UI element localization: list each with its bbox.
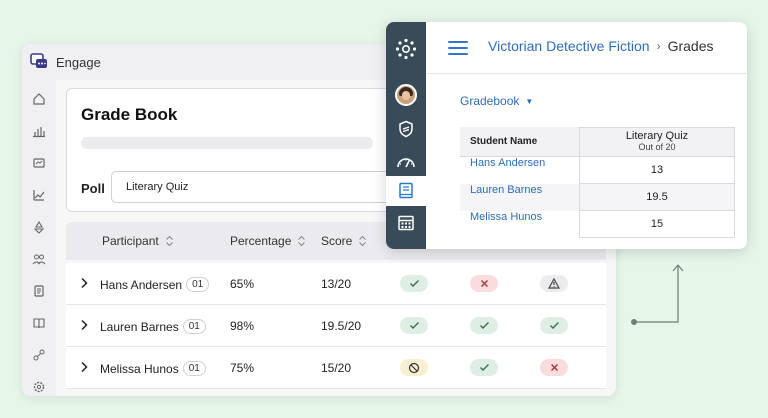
participant-name: Lauren Barnes 01	[100, 319, 206, 334]
poll-select[interactable]: Literary Quiz	[111, 171, 411, 203]
calendar-icon[interactable]	[386, 208, 426, 238]
gradebook-grid: Student Name Literary Quiz Out of 20 Han…	[460, 127, 735, 239]
canvas-header: Victorian Detective Fiction › Grades	[426, 22, 747, 74]
participant-column-header[interactable]: Participant	[102, 234, 174, 248]
dashboard-icon[interactable]	[386, 146, 426, 176]
grid-row-bg	[460, 211, 735, 238]
avatar	[395, 84, 417, 106]
student-name-header[interactable]: Student Name	[460, 127, 579, 157]
attempt-badge: 01	[182, 361, 206, 376]
score-cell: 19.5/20	[321, 319, 362, 333]
app-name: Engage	[56, 54, 101, 70]
line-chart-icon[interactable]	[31, 187, 47, 203]
chevron-right-icon[interactable]	[80, 361, 88, 373]
percentage-cell: 98%	[230, 319, 255, 333]
score-cell: 15/20	[321, 361, 352, 375]
assignment-column-header[interactable]: Literary Quiz Out of 20	[579, 127, 735, 157]
percentage-cell: 75%	[230, 361, 255, 375]
grade-book-card: Grade Book Poll Literary Quiz	[66, 88, 426, 212]
page-title: Grade Book	[81, 105, 178, 124]
attempt-badge: 01	[186, 277, 210, 292]
participant-name-text: Hans Andersen	[100, 277, 183, 292]
book-icon[interactable]	[31, 315, 47, 331]
home-icon[interactable]	[31, 91, 47, 107]
chevron-right-icon[interactable]	[80, 277, 88, 289]
percentage-cell: 65%	[230, 277, 255, 291]
placeholder-bar	[81, 137, 373, 149]
score-header-label: Score	[321, 234, 353, 248]
participant-name-text: Melissa Hunos	[100, 361, 179, 376]
gradebook-dropdown-label: Gradebook	[460, 94, 520, 108]
attempt-badge: 01	[182, 319, 206, 334]
participant-header-label: Participant	[102, 234, 159, 248]
warning-icon	[540, 275, 568, 292]
assignment-title: Literary Quiz	[625, 130, 689, 142]
grade-cell[interactable]: 15	[579, 211, 735, 238]
check-icon	[400, 317, 428, 334]
sort-icon[interactable]	[165, 235, 174, 247]
cross-icon	[470, 275, 498, 292]
check-icon	[540, 317, 568, 334]
account-avatar[interactable]	[386, 80, 426, 110]
caret-down-icon: ▼	[525, 96, 534, 106]
people-icon[interactable]	[31, 251, 47, 267]
cross-icon	[540, 359, 568, 376]
student-link[interactable]: Hans Andersen	[470, 157, 546, 169]
canvas-logo-icon[interactable]	[386, 34, 426, 64]
presentation-icon[interactable]	[31, 155, 47, 171]
chevron-right-icon[interactable]	[80, 319, 88, 331]
percentage-header-label: Percentage	[230, 234, 292, 248]
global-nav	[386, 22, 426, 249]
table-row[interactable]: Hans Andersen 01 65% 13/20	[66, 263, 606, 305]
engage-main: Grade Book Poll Literary Quiz Participan…	[56, 80, 616, 396]
participant-name: Melissa Hunos 01	[100, 361, 206, 376]
student-link[interactable]: Melissa Hunos	[470, 211, 543, 223]
grade-cell[interactable]: 13	[579, 157, 735, 184]
integrations-icon[interactable]	[31, 347, 47, 363]
table-row[interactable]: Melissa Hunos 01 75% 15/20	[66, 347, 606, 389]
breadcrumb: Victorian Detective Fiction › Grades	[488, 38, 714, 54]
check-icon	[470, 359, 498, 376]
breadcrumb-course-link[interactable]: Victorian Detective Fiction	[488, 38, 650, 54]
student-link[interactable]: Lauren Barnes	[470, 184, 543, 196]
shield-icon[interactable]	[386, 114, 426, 144]
chevron-right-icon: ›	[656, 39, 661, 53]
score-column-header[interactable]: Score	[321, 234, 367, 248]
settings-icon[interactable]	[31, 379, 47, 395]
document-icon[interactable]	[31, 283, 47, 299]
score-cell: 13/20	[321, 277, 352, 291]
participant-name: Hans Andersen 01	[100, 277, 210, 292]
participant-name-text: Lauren Barnes	[100, 319, 179, 334]
sort-icon[interactable]	[358, 235, 367, 247]
engage-logo-icon	[28, 51, 50, 73]
grid-row-bg	[460, 184, 735, 211]
no-entry-icon	[400, 359, 428, 376]
sort-icon[interactable]	[297, 235, 306, 247]
table-row[interactable]: Lauren Barnes 01 98% 19.5/20	[66, 305, 606, 347]
engage-sidebar	[22, 80, 56, 396]
breadcrumb-current-page: Grades	[667, 38, 714, 54]
hamburger-menu-icon[interactable]	[448, 41, 468, 55]
recycle-icon[interactable]	[31, 219, 47, 235]
grade-cell[interactable]: 19.5	[579, 184, 735, 211]
sync-arrow-icon	[631, 264, 684, 325]
poll-label: Poll	[81, 181, 105, 196]
courses-icon[interactable]	[386, 176, 426, 206]
grid-row-bg	[460, 157, 735, 184]
gradebook-dropdown[interactable]: Gradebook ▼	[460, 94, 533, 108]
canvas-window: Victorian Detective Fiction › Grades Gra…	[386, 22, 747, 249]
percentage-column-header[interactable]: Percentage	[230, 234, 306, 248]
assignment-points: Out of 20	[638, 142, 676, 152]
check-icon	[470, 317, 498, 334]
check-icon	[400, 275, 428, 292]
bar-chart-icon[interactable]	[31, 123, 47, 139]
